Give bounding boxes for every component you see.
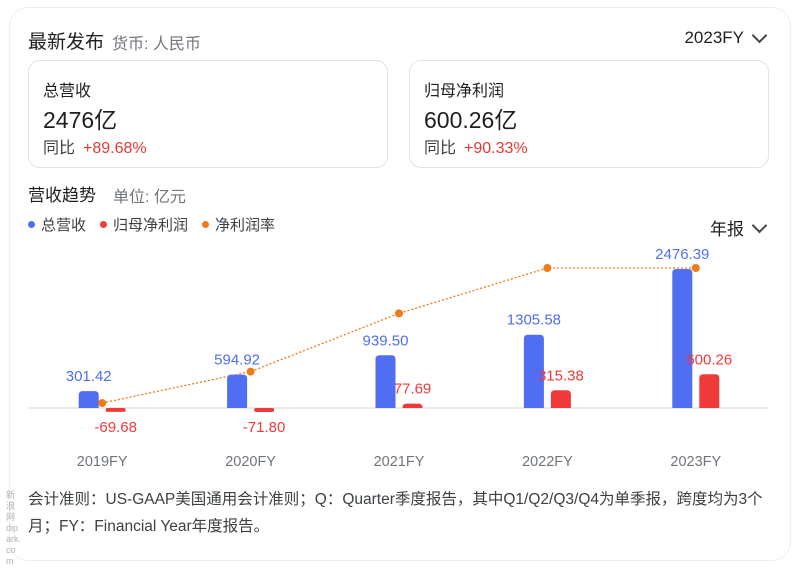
chart-legend: 总营收 归母净利润 净利润率	[28, 214, 275, 235]
trend-title: 营收趋势	[28, 186, 96, 205]
net-profit-data-label: 600.26	[686, 351, 732, 368]
year-dropdown-label: 2023FY	[684, 28, 744, 47]
revenue-value: 2476亿	[43, 107, 118, 133]
revenue-bar	[78, 391, 99, 408]
net-profit-data-label: 315.38	[538, 367, 584, 384]
legend-label-revenue: 总营收	[41, 217, 87, 234]
x-tick-label: 2020FY	[225, 454, 276, 470]
net-profit-bar	[402, 403, 423, 408]
revenue-yoy-value: +89.68%	[83, 140, 147, 157]
legend-dot-margin	[202, 221, 210, 228]
accounting-footnote: 会计准则：US-GAAP美国通用会计准则；Q：Quarter季度报告，其中Q1/…	[28, 491, 763, 535]
revenue-data-label: 301.42	[66, 368, 112, 385]
net-profit-card: 归母净利润 600.26亿 同比 +90.33%	[409, 60, 769, 168]
net-profit-data-label: -69.68	[94, 419, 137, 436]
margin-point	[543, 264, 552, 272]
x-tick-label: 2022FY	[522, 454, 573, 470]
currency-label: 货币: 人民币	[112, 36, 201, 53]
margin-point	[246, 367, 255, 376]
watermark: 新浪网 dipark.com	[6, 490, 22, 566]
x-tick-label: 2021FY	[374, 454, 425, 470]
revenue-data-label: 939.50	[363, 332, 409, 349]
net-profit-bar	[105, 408, 126, 412]
margin-point	[395, 309, 403, 318]
net-profit-bar	[550, 390, 571, 408]
net-profit-label: 归母净利润	[424, 83, 505, 100]
revenue-label: 总营收	[43, 83, 92, 100]
revenue-card: 总营收 2476亿 同比 +89.68%	[28, 60, 388, 168]
net-profit-data-label: 77.69	[394, 381, 432, 398]
revenue-data-label: 2476.39	[655, 246, 709, 263]
x-tick-label: 2019FY	[77, 454, 128, 470]
legend-item-net-profit[interactable]: 归母净利润	[100, 214, 188, 235]
net-profit-bar	[699, 374, 720, 408]
legend-label-net-profit: 归母净利润	[113, 217, 189, 234]
revenue-bar	[523, 334, 544, 408]
period-dropdown-label: 年报	[710, 220, 744, 239]
revenue-data-label: 1305.58	[507, 312, 561, 329]
trend-unit: 单位: 亿元	[113, 189, 186, 206]
net-profit-yoy-value: +90.33%	[464, 140, 528, 157]
revenue-data-label: 594.92	[214, 352, 260, 369]
section-title-latest: 最新发布	[28, 32, 105, 53]
net-profit-yoy: 同比 +90.33%	[424, 134, 528, 158]
net-profit-bar	[254, 408, 275, 413]
net-profit-yoy-label: 同比	[424, 140, 457, 157]
net-profit-data-label: -71.80	[243, 419, 286, 436]
revenue-yoy-label: 同比	[43, 140, 76, 157]
margin-point	[98, 399, 107, 407]
legend-dot-revenue	[28, 221, 35, 228]
net-profit-value: 600.26亿	[424, 107, 518, 133]
legend-item-margin[interactable]: 净利润率	[202, 214, 275, 235]
revenue-bar	[672, 269, 693, 408]
year-dropdown[interactable]: 2023FY	[684, 27, 768, 48]
revenue-bar	[227, 374, 248, 408]
margin-point	[691, 264, 700, 272]
legend-item-revenue[interactable]: 总营收	[28, 214, 86, 235]
period-dropdown[interactable]: 年报	[710, 215, 768, 240]
revenue-yoy: 同比 +89.68%	[43, 134, 147, 158]
margin-line	[102, 267, 696, 404]
x-tick-label: 2023FY	[670, 454, 721, 470]
legend-label-margin: 净利润率	[215, 217, 276, 234]
legend-dot-net-profit	[100, 221, 108, 228]
revenue-bar	[375, 355, 396, 408]
